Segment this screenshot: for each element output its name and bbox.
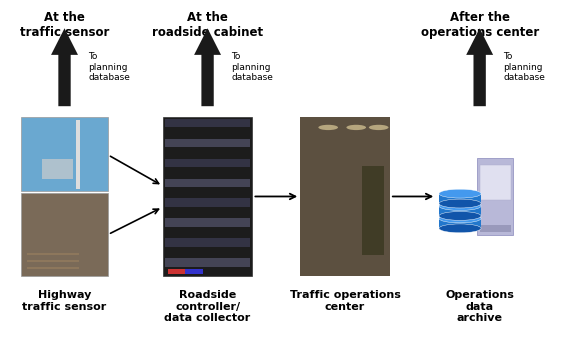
Bar	[480, 165, 511, 200]
Bar	[439, 206, 481, 216]
Text: To
planning
database: To planning database	[88, 52, 130, 82]
Text: Traffic operations
center: Traffic operations center	[289, 290, 401, 312]
Bar	[300, 117, 390, 276]
Ellipse shape	[347, 125, 366, 130]
Bar	[27, 253, 79, 255]
Polygon shape	[466, 28, 493, 106]
Bar	[21, 193, 108, 276]
Bar	[27, 260, 79, 262]
Ellipse shape	[319, 125, 338, 130]
Ellipse shape	[439, 224, 481, 233]
Bar	[362, 166, 384, 255]
Text: Highway
traffic sensor: Highway traffic sensor	[22, 290, 107, 312]
Bar	[165, 218, 250, 227]
Text: To
planning
database: To planning database	[231, 52, 273, 82]
Text: Roadside
controller/
data collector: Roadside controller/ data collector	[164, 290, 251, 324]
Bar	[165, 138, 250, 147]
Text: After the
operations center: After the operations center	[421, 11, 539, 39]
Text: Operations
data
archive: Operations data archive	[445, 290, 514, 324]
Bar	[185, 269, 203, 274]
Ellipse shape	[439, 201, 481, 210]
Polygon shape	[51, 28, 78, 106]
Bar	[42, 159, 73, 179]
Text: At the
traffic sensor: At the traffic sensor	[20, 11, 109, 39]
Bar	[76, 120, 80, 189]
Polygon shape	[194, 28, 221, 106]
Bar	[165, 258, 250, 267]
Ellipse shape	[439, 214, 481, 223]
Ellipse shape	[439, 189, 481, 198]
Bar	[165, 178, 250, 187]
Bar	[165, 159, 250, 167]
Bar	[168, 269, 195, 274]
Bar	[165, 199, 250, 207]
Bar	[163, 117, 252, 276]
Bar	[439, 218, 481, 228]
Bar	[439, 194, 481, 204]
Ellipse shape	[439, 211, 481, 220]
Text: To
planning
database: To planning database	[503, 52, 545, 82]
Ellipse shape	[439, 199, 481, 208]
Bar	[27, 267, 79, 269]
Bar	[165, 119, 250, 127]
Bar	[21, 117, 108, 191]
Text: At the
roadside cabinet: At the roadside cabinet	[152, 11, 263, 39]
Bar	[477, 158, 513, 235]
Bar	[480, 225, 511, 232]
Ellipse shape	[369, 125, 389, 130]
Bar	[165, 239, 250, 247]
